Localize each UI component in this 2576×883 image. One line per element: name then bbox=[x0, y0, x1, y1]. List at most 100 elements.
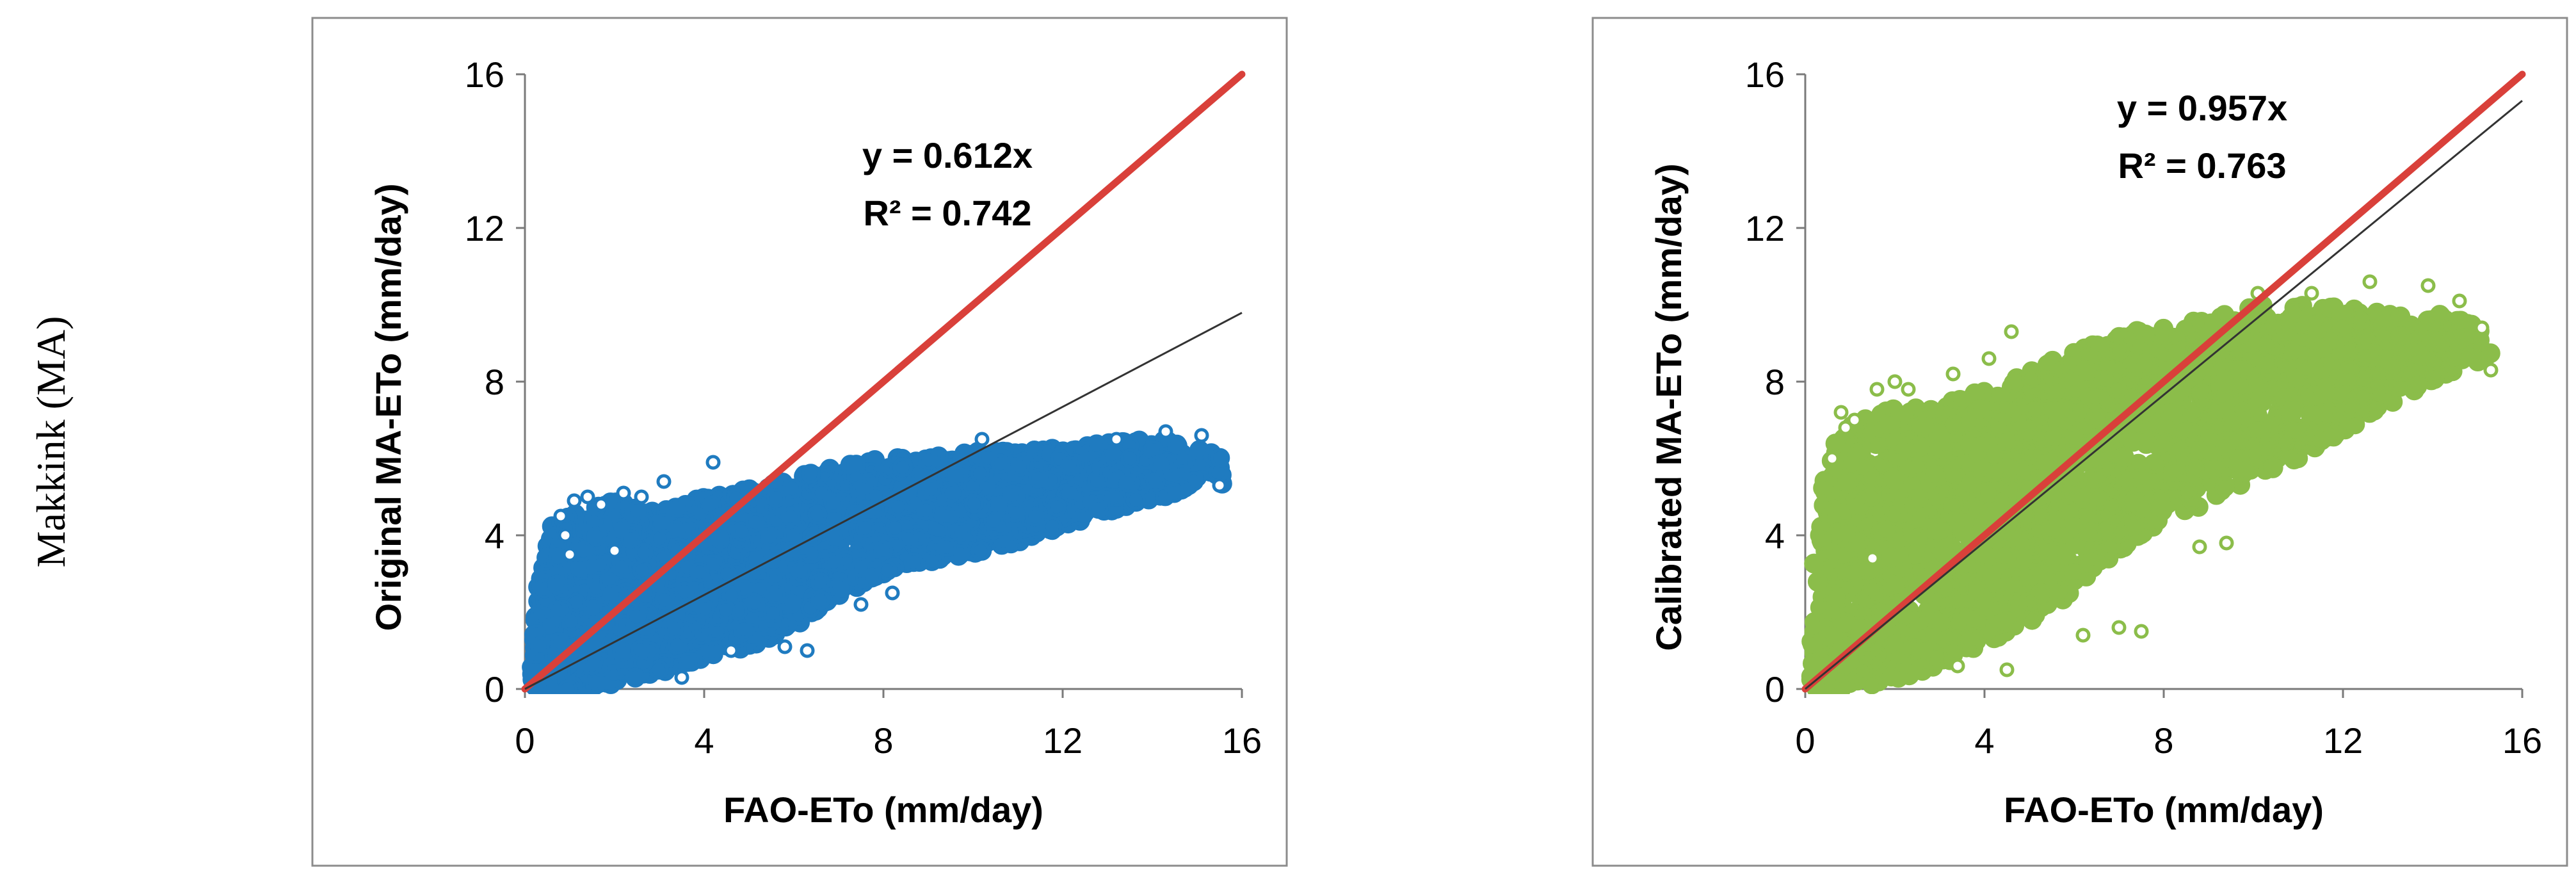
data-point bbox=[1088, 499, 1109, 519]
data-point bbox=[873, 540, 894, 560]
data-point-outlier bbox=[607, 543, 622, 558]
data-point bbox=[625, 667, 645, 688]
chart-frame bbox=[1591, 17, 2568, 867]
data-point bbox=[2336, 369, 2356, 390]
data-point bbox=[745, 512, 766, 533]
y-tick-label-0: 0 bbox=[485, 669, 504, 709]
data-point bbox=[963, 493, 984, 514]
data-point bbox=[802, 526, 823, 547]
data-point bbox=[634, 542, 654, 563]
data-point bbox=[1145, 472, 1166, 492]
x-tick-label-2: 8 bbox=[2153, 720, 2173, 761]
data-point bbox=[744, 592, 764, 613]
x-tick-label-0: 0 bbox=[1795, 720, 1815, 761]
data-point bbox=[810, 590, 831, 610]
data-point bbox=[733, 619, 753, 640]
y-tick-label-4: 16 bbox=[1745, 54, 1785, 95]
data-point-outlier bbox=[800, 643, 815, 658]
data-point bbox=[862, 567, 882, 588]
data-point bbox=[664, 618, 684, 638]
data-point bbox=[921, 479, 941, 499]
data-point bbox=[547, 600, 567, 620]
data-point bbox=[1164, 483, 1184, 503]
data-point bbox=[780, 506, 801, 527]
data-point bbox=[583, 599, 603, 620]
y-tick-label-2: 8 bbox=[1765, 362, 1785, 402]
one-to-one-line bbox=[521, 70, 1246, 693]
data-point bbox=[810, 572, 830, 593]
data-point bbox=[970, 540, 991, 561]
data-point bbox=[2129, 495, 2149, 515]
data-point bbox=[667, 635, 688, 655]
data-point bbox=[766, 488, 786, 508]
data-point bbox=[2356, 329, 2376, 350]
data-point-outlier bbox=[674, 670, 689, 685]
data-point bbox=[1028, 468, 1049, 489]
data-point bbox=[710, 529, 730, 549]
data-point bbox=[1010, 457, 1030, 477]
data-point bbox=[654, 590, 675, 610]
data-point-outlier bbox=[593, 497, 609, 512]
data-point bbox=[807, 505, 828, 525]
data-point bbox=[1189, 440, 1210, 460]
data-point-outlier bbox=[974, 432, 990, 447]
data-point bbox=[2114, 447, 2134, 467]
r-squared-label: R² = 0.742 bbox=[863, 193, 1031, 233]
data-point-outlier bbox=[1109, 432, 1124, 447]
data-point bbox=[665, 498, 686, 518]
data-point bbox=[1881, 667, 1901, 687]
data-point bbox=[612, 642, 632, 662]
data-point bbox=[1086, 435, 1106, 455]
y-tick-label-4: 16 bbox=[465, 54, 504, 95]
data-point-outlier bbox=[777, 639, 793, 654]
data-point bbox=[654, 513, 674, 533]
data-point bbox=[915, 500, 936, 521]
y-tick-label-0: 0 bbox=[1765, 669, 1785, 709]
data-point bbox=[2191, 383, 2212, 403]
data-point-outlier bbox=[723, 643, 739, 658]
data-point bbox=[1903, 457, 1923, 478]
x-axis-title: FAO-ETo (mm/day) bbox=[723, 790, 1043, 830]
data-point bbox=[1061, 483, 1082, 503]
data-point bbox=[791, 562, 811, 582]
data-point bbox=[898, 529, 919, 549]
data-point bbox=[2038, 540, 2058, 560]
data-point bbox=[702, 641, 721, 661]
data-point bbox=[782, 478, 802, 499]
data-point bbox=[1882, 574, 1903, 595]
data-point bbox=[1166, 434, 1187, 455]
data-point bbox=[1005, 503, 1026, 523]
chart-panel-original: 0 4 8 12 16 0 4 8 12 16 FAO-ETo (mm/day) Original M… bbox=[307, 0, 1292, 883]
data-point bbox=[1149, 454, 1170, 474]
data-point-outlier bbox=[853, 597, 869, 612]
data-point bbox=[1907, 528, 1928, 549]
data-point bbox=[620, 529, 641, 549]
data-point bbox=[529, 636, 550, 656]
data-point bbox=[2232, 374, 2252, 394]
data-point bbox=[1047, 497, 1067, 517]
data-point bbox=[829, 577, 849, 597]
data-point-outlier bbox=[656, 474, 672, 489]
data-point bbox=[2362, 347, 2382, 368]
row-label-text: Makkink (MA) bbox=[28, 316, 74, 568]
data-point bbox=[937, 537, 957, 557]
x-tick-label-4: 16 bbox=[2502, 720, 2542, 761]
data-point bbox=[801, 464, 821, 484]
y-axis-title: Calibrated MA-ETo (mm/day) bbox=[1648, 163, 1689, 651]
data-point bbox=[674, 581, 695, 602]
data-point bbox=[1002, 485, 1022, 505]
data-point bbox=[1101, 444, 1122, 465]
data-point bbox=[1825, 433, 1846, 454]
row-label: Makkink (MA) bbox=[0, 0, 102, 883]
data-point bbox=[922, 551, 942, 571]
data-point bbox=[951, 522, 971, 542]
data-point bbox=[824, 552, 844, 572]
x-tick-label-1: 4 bbox=[694, 720, 714, 761]
data-point bbox=[2436, 331, 2456, 352]
y-tick-label-3: 12 bbox=[465, 208, 504, 248]
data-point-outlier bbox=[580, 489, 595, 505]
data-point bbox=[586, 526, 607, 547]
y-axis-title: Original MA-ETo (mm/day) bbox=[368, 184, 408, 631]
data-point bbox=[689, 562, 710, 583]
data-point bbox=[558, 679, 578, 694]
